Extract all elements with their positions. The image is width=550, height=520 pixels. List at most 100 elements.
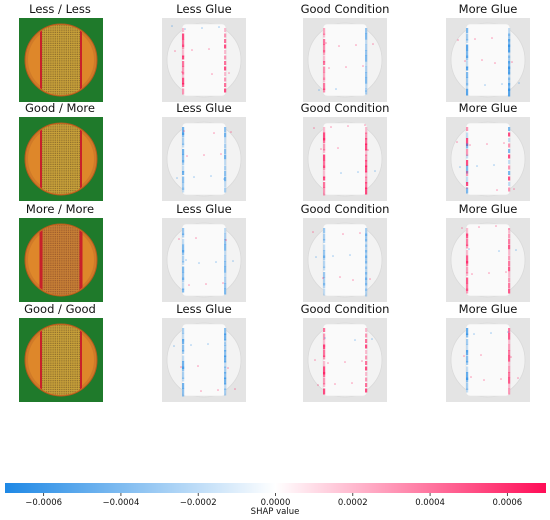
shap-attribution-mark	[328, 67, 330, 69]
shap-attribution-mark	[315, 256, 317, 258]
panel-title: Good Condition	[300, 302, 390, 316]
shap-heatmap-panel	[162, 117, 246, 201]
original-image-title: Good / More	[25, 101, 95, 115]
shap-attribution-mark	[473, 333, 475, 335]
shap-attribution-mark	[176, 177, 178, 179]
shap-attribution-mark	[466, 283, 469, 291]
shap-attribution-mark	[182, 277, 185, 283]
panel-title: More Glue	[458, 101, 518, 115]
shap-attribution-mark	[508, 355, 511, 362]
shap-attribution-mark	[365, 187, 368, 195]
shap-heatmap	[446, 18, 530, 102]
shap-attribution-mark	[182, 255, 185, 263]
shap-attribution-mark	[508, 149, 511, 153]
shap-attribution-mark	[508, 383, 511, 389]
shap-attribution-mark	[466, 328, 469, 335]
shap-attribution-mark	[508, 55, 511, 64]
shap-attribution-mark	[317, 384, 319, 386]
shap-attribution-mark	[224, 143, 227, 149]
shap-attribution-mark	[508, 377, 511, 384]
shap-attribution-mark	[190, 344, 192, 346]
shap-attribution-mark	[466, 288, 469, 294]
shap-heatmap-panel	[446, 18, 530, 102]
shap-attribution-mark	[484, 84, 486, 86]
shap-attribution-mark	[508, 339, 511, 345]
shap-attribution-mark	[224, 72, 227, 76]
shap-attribution-mark	[228, 72, 230, 74]
shap-attribution-mark	[466, 132, 469, 139]
shap-attribution-mark	[466, 228, 469, 236]
panel-title: More Glue	[458, 202, 518, 216]
shap-attribution-mark	[493, 164, 495, 166]
shap-attribution-mark	[224, 138, 227, 143]
shap-attribution-mark	[323, 160, 326, 168]
shap-attribution-mark	[478, 226, 480, 228]
shap-attribution-mark	[365, 377, 368, 382]
shap-attribution-mark	[507, 331, 509, 333]
colorbar: −0.0006 −0.0004 −0.0002 0.0000 0.0002 0.0004 0…	[0, 474, 550, 520]
shap-attribution-mark	[365, 28, 368, 34]
shap-attribution-mark	[518, 82, 520, 84]
shap-attribution-mark	[466, 165, 469, 174]
shap-attribution-mark	[224, 233, 227, 240]
shap-attribution-mark	[323, 154, 326, 161]
shap-attribution-mark	[466, 244, 469, 249]
shap-attribution-mark	[480, 354, 482, 356]
shap-attribution-mark	[224, 83, 227, 87]
shap-attribution-mark	[182, 366, 185, 372]
shap-attribution-mark	[466, 361, 469, 365]
shap-attribution-mark	[508, 182, 511, 186]
shap-attribution-mark	[323, 366, 326, 375]
shap-attribution-mark	[351, 382, 353, 384]
board-photo	[19, 318, 103, 402]
shap-attribution-mark	[466, 171, 469, 176]
shap-attribution-mark	[365, 350, 368, 354]
shap-attribution-mark	[508, 176, 511, 181]
colorbar-tick-label: −0.0004	[102, 498, 139, 508]
shap-attribution-mark	[466, 55, 469, 61]
shap-attribution-mark	[508, 39, 511, 47]
shap-attribution-mark	[352, 279, 354, 281]
shap-attribution-mark	[365, 83, 368, 89]
shap-attribution-mark	[323, 239, 326, 243]
shap-attribution-mark	[364, 124, 366, 126]
shap-attribution-mark	[323, 132, 326, 141]
shap-attribution-mark	[365, 33, 368, 40]
shap-attribution-mark	[224, 388, 227, 396]
shap-attribution-mark	[354, 339, 356, 341]
shap-attribution-mark	[227, 367, 229, 369]
shap-attribution-mark	[224, 244, 227, 251]
shap-attribution-mark	[466, 28, 469, 33]
shap-attribution-mark	[362, 65, 364, 67]
shap-attribution-mark	[224, 350, 227, 357]
shap-attribution-mark	[230, 131, 232, 133]
shap-attribution-mark	[508, 88, 511, 97]
shap-attribution-mark	[213, 132, 215, 134]
shap-attribution-mark	[182, 228, 185, 235]
shap-attribution-mark	[466, 160, 469, 166]
shap-attribution-mark	[372, 43, 374, 45]
shap-attribution-mark	[232, 260, 234, 262]
shap-attribution-mark	[508, 83, 511, 91]
shap-attribution-mark	[182, 138, 185, 145]
shap-attribution-mark	[459, 166, 461, 168]
shap-attribution-mark	[182, 244, 185, 253]
shap-attribution-mark	[320, 148, 322, 150]
shap-attribution-mark	[365, 72, 368, 78]
shap-attribution-mark	[224, 383, 227, 390]
shap-attribution-mark	[323, 66, 326, 73]
shap-attribution-mark	[323, 55, 326, 63]
colorbar-tick-label: 0.0000	[261, 498, 291, 508]
shap-attribution-mark	[324, 337, 326, 339]
shap-attribution-mark	[323, 127, 326, 133]
shap-attribution-mark	[508, 127, 511, 131]
shap-attribution-mark	[182, 233, 185, 238]
shap-heatmap-panel	[303, 218, 387, 302]
shap-attribution-mark	[365, 138, 368, 145]
shap-attribution-mark	[323, 288, 326, 296]
shap-attribution-mark	[182, 372, 185, 379]
shap-attribution-mark	[365, 165, 368, 173]
shap-attribution-mark	[365, 333, 368, 338]
shap-attribution-mark	[508, 44, 511, 53]
shap-attribution-mark	[471, 273, 473, 275]
